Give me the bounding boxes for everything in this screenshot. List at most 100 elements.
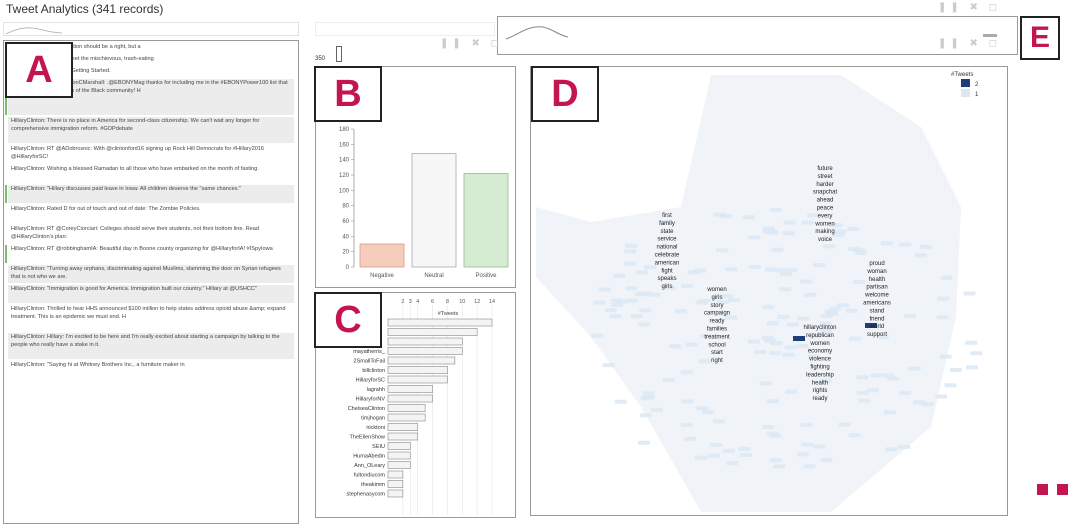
mention-label: SEIU (372, 444, 385, 450)
cluster-word: americans (863, 301, 891, 307)
heat-cell (762, 424, 775, 429)
tweet-item[interactable]: HillaryClinton: RT @ADobrosnic: With @cl… (8, 145, 294, 163)
mention-bar (387, 328, 478, 336)
tweet-item[interactable]: HillaryClinton: RT @CoreyCiorciari: Coll… (8, 225, 294, 243)
heat-cell (796, 344, 809, 349)
panel-b-selection-marker[interactable] (336, 46, 342, 62)
page-marker[interactable] (1057, 484, 1068, 495)
panel-controls-icon[interactable]: ❚❚ ✖ ◻ (938, 38, 1001, 49)
cluster-word: ready (812, 396, 827, 402)
cluster-word: health (869, 277, 885, 283)
tweet-item[interactable]: ...Hillary finally gets to meet the misc… (8, 55, 294, 65)
heat-cell (786, 322, 799, 327)
cluster-word: celebrate (655, 253, 680, 259)
tweet-item[interactable]: HillaryClinton: RT @robbinghamIA: Beauti… (5, 245, 294, 263)
heat-cell (834, 229, 847, 234)
tweet-text: HillaryClinton: Thrilled to hear HHS ann… (11, 306, 286, 320)
cluster-word: welcome (864, 293, 889, 299)
legend-swatch (961, 79, 970, 87)
tweet-text: HillaryClinton: "Turning away orphans, d… (11, 266, 281, 280)
heat-cell (886, 376, 899, 381)
mention-bar (387, 461, 411, 469)
word-map-panel[interactable]: #Tweets 2 1 future street harder snapchat ahead… (530, 66, 1008, 516)
heat-cell (774, 268, 787, 273)
heat-cell (604, 308, 617, 313)
mention-label: HillaryforNV (356, 397, 386, 403)
tweet-item[interactable]: HillaryClinton: Thrilled to hear HHS ann… (8, 305, 294, 331)
tweet-item[interactable]: HillaryClinton: "Hillary discusses paid … (5, 185, 294, 203)
heat-cell (698, 298, 711, 303)
tweet-item[interactable]: HillaryClinton: "Immigration is good for… (8, 285, 294, 303)
panel-b-toolbar[interactable] (315, 22, 495, 36)
heat-cell (636, 270, 649, 275)
mention-label: TheEllenShow (350, 435, 385, 441)
heat-cell (801, 442, 814, 447)
heat-cell (598, 287, 611, 292)
cluster-word: world (869, 324, 884, 330)
mention-label: theakimm (361, 482, 385, 488)
mention-bar (387, 375, 448, 384)
heat-cell (898, 444, 911, 449)
cluster-word: start (711, 350, 723, 356)
tweet-item[interactable]: HillaryClinton: Wishing a blessed Ramada… (8, 165, 294, 183)
heat-cell (669, 344, 682, 349)
heat-cell-high (793, 336, 805, 341)
tweet-item[interactable]: HillaryClinton: "Saying hi at Whitney Br… (8, 361, 294, 375)
timeline-brush-panel[interactable] (497, 16, 1018, 55)
heat-cell (831, 223, 844, 228)
tweet-text: HillaryClinton: Wishing a blessed Ramada… (11, 166, 259, 172)
mention-label: HumaAbedin (353, 454, 385, 460)
tweet-item[interactable]: HillaryClinton: Rated D for out of touch… (8, 205, 294, 223)
tweet-item[interactable]: ...access to higher education should be … (8, 43, 294, 53)
heat-cell (717, 299, 730, 304)
panel-a-sparkline (5, 27, 63, 35)
mention-label: billclinton (362, 368, 385, 374)
mention-bar (387, 337, 463, 346)
cluster-word: street (817, 174, 832, 180)
heat-cell (939, 354, 952, 359)
panel-controls-icon[interactable]: ❚❚ ✖ ◻ (440, 38, 503, 49)
cluster-word: health (812, 380, 828, 386)
tweet-text: ...Hillary finally gets to meet the misc… (11, 56, 154, 62)
heat-cell (785, 268, 798, 273)
mention-bar (387, 318, 493, 327)
timeline-sparkline (505, 26, 997, 40)
cluster-word: stand (870, 308, 885, 314)
tweet-text: HillaryClinton: "Saying hi at Whitney Br… (11, 362, 185, 368)
heat-cell (639, 308, 652, 313)
heat-cell (684, 436, 697, 441)
mention-label: fultondiucom (354, 473, 386, 479)
mention-bar (387, 480, 404, 488)
mention-bar (387, 451, 411, 460)
heat-cell (820, 328, 833, 333)
tweet-text: HillaryClinton: "Hillary discusses paid … (11, 186, 242, 192)
tweet-item[interactable]: HillaryClinton: "Turning away orphans, d… (8, 265, 294, 283)
cluster-word: right (711, 358, 723, 364)
x-axis-title: #Tweets (438, 311, 459, 317)
cluster-word: friend (869, 316, 884, 322)
heat-cell (610, 298, 623, 303)
tweet-item[interactable]: HillaryClinton: There is no place in Ame… (8, 117, 294, 143)
heat-cell (642, 391, 655, 396)
heat-cell (722, 448, 735, 453)
tweet-list-panel[interactable]: ...access to higher education should be … (3, 40, 299, 524)
heat-cell (803, 464, 816, 469)
page-marker[interactable] (1037, 484, 1048, 495)
heat-cell (937, 296, 950, 301)
heat-cell (771, 247, 784, 252)
panel-controls-icon[interactable]: ❚❚ ✖ ◻ (938, 2, 1001, 13)
heat-cell (784, 345, 797, 350)
panel-a-toolbar[interactable] (3, 22, 299, 36)
y-tick-label: 20 (342, 250, 349, 256)
category-label: Negative (370, 273, 394, 279)
tweet-item[interactable]: HillaryClinton: Hillary: I'm excited to … (8, 333, 294, 359)
heat-cell (634, 292, 647, 297)
heat-cell (700, 333, 713, 338)
heat-cell (591, 333, 604, 338)
heat-cell (820, 457, 833, 462)
heat-cell (801, 220, 814, 225)
heat-cell (712, 419, 725, 424)
heat-cell (899, 242, 912, 247)
heat-cell (743, 215, 756, 220)
heat-cell (659, 220, 672, 225)
